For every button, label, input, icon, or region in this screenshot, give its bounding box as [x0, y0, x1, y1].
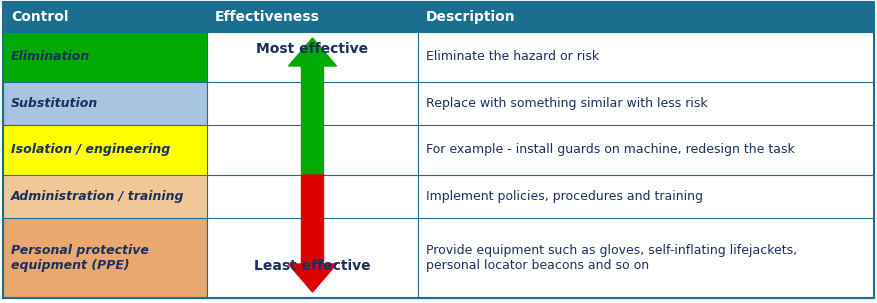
Text: Eliminate the hazard or risk: Eliminate the hazard or risk	[426, 51, 599, 64]
Bar	[418, 175, 874, 218]
Bar	[3, 175, 207, 218]
Text: Most effective: Most effective	[256, 42, 368, 56]
Bar	[3, 2, 874, 32]
Bar	[207, 218, 418, 298]
Bar	[207, 32, 418, 82]
Bar	[418, 82, 874, 125]
Text: Elimination: Elimination	[11, 51, 90, 64]
Text: Personal protective
equipment (PPE): Personal protective equipment (PPE)	[11, 244, 149, 272]
Text: Administration / training: Administration / training	[11, 190, 184, 203]
Bar	[207, 175, 418, 218]
Bar	[418, 125, 874, 175]
Text: Replace with something similar with less risk: Replace with something similar with less…	[426, 97, 708, 110]
Bar	[418, 32, 874, 82]
Bar	[207, 125, 418, 175]
Text: For example - install guards on machine, redesign the task: For example - install guards on machine,…	[426, 144, 795, 157]
Bar	[3, 82, 207, 125]
Text: Implement policies, procedures and training: Implement policies, procedures and train…	[426, 190, 703, 203]
Text: Control: Control	[11, 10, 68, 24]
FancyArrow shape	[289, 175, 337, 292]
Bar	[3, 32, 207, 82]
Text: Substitution: Substitution	[11, 97, 98, 110]
Bar	[3, 125, 207, 175]
Text: Provide equipment such as gloves, self-inflating lifejackets,
personal locator b: Provide equipment such as gloves, self-i…	[426, 244, 797, 272]
Text: Description: Description	[426, 10, 516, 24]
Bar	[418, 218, 874, 298]
Text: Effectiveness: Effectiveness	[215, 10, 320, 24]
FancyArrow shape	[289, 38, 337, 175]
Text: Least effective: Least effective	[254, 259, 371, 273]
Text: Isolation / engineering: Isolation / engineering	[11, 144, 170, 157]
Bar	[3, 218, 207, 298]
Bar	[207, 82, 418, 125]
